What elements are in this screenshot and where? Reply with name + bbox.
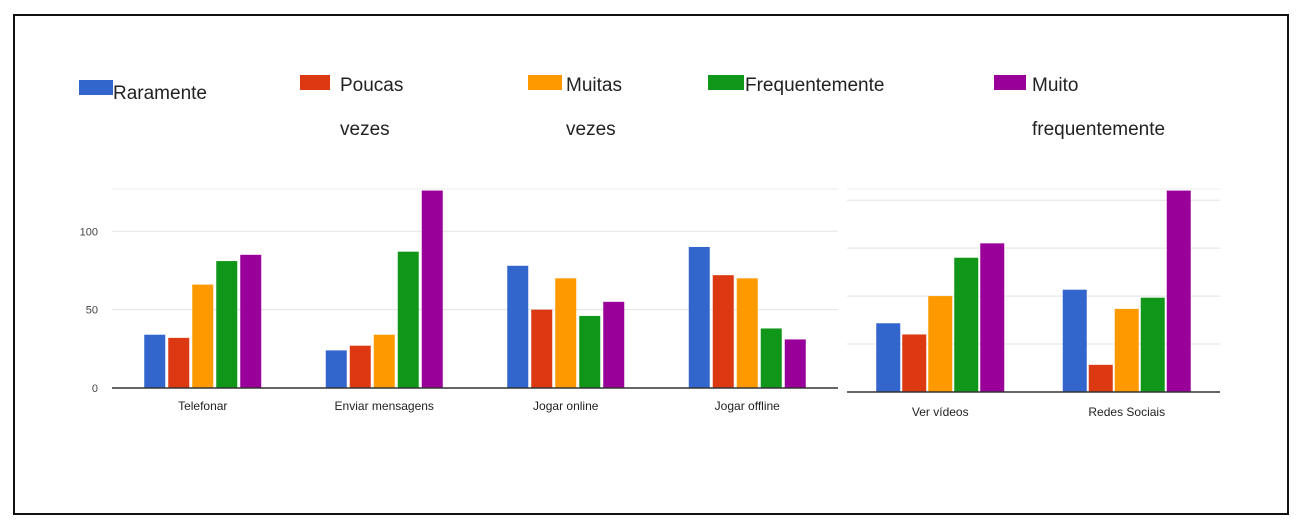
bar (688, 246, 710, 388)
bar (1114, 308, 1139, 392)
legend-swatch-icon (528, 75, 562, 90)
bar (240, 254, 262, 388)
bar (1088, 364, 1113, 392)
bar (192, 284, 214, 388)
x-tick-label: Jogar online (533, 399, 599, 413)
bar (603, 301, 625, 388)
bar (421, 190, 443, 388)
bar (1166, 190, 1191, 392)
bar (1140, 297, 1165, 392)
bar (531, 309, 553, 388)
bar (902, 334, 927, 392)
y-tick-label: 100 (80, 226, 98, 238)
bar (712, 275, 734, 388)
legend-label: Frequentemente (745, 75, 885, 96)
bar (325, 350, 347, 388)
bar (954, 257, 979, 392)
bar (1062, 289, 1087, 392)
bar (876, 323, 901, 392)
x-tick-label: Telefonar (178, 399, 227, 413)
legend-swatch-icon (994, 75, 1026, 90)
bar (168, 337, 190, 388)
legend-label: Raramente (113, 83, 207, 104)
x-tick-label: Redes Sociais (1088, 405, 1165, 419)
bar (507, 265, 529, 388)
bar (555, 278, 577, 388)
bar (579, 315, 601, 388)
legend-swatch-icon (708, 75, 744, 90)
bar (216, 261, 238, 388)
bar (144, 334, 166, 388)
x-tick-label: Ver vídeos (912, 405, 969, 419)
bar (373, 334, 395, 388)
legend-label: Poucas vezes (340, 75, 404, 140)
bar (980, 243, 1005, 392)
y-tick-label: 0 (92, 383, 98, 395)
x-tick-label: Jogar offline (715, 399, 780, 413)
bar (928, 296, 953, 392)
y-tick-label: 50 (86, 305, 98, 317)
legend-label: Muitas vezes (566, 75, 622, 140)
legend-label: Muito frequentemente (1032, 75, 1166, 140)
legend-swatch-icon (300, 75, 330, 90)
bar (760, 328, 782, 388)
bar (736, 278, 758, 388)
legend-swatch-icon (79, 80, 113, 95)
x-tick-label: Enviar mensagens (335, 399, 434, 413)
bar (397, 251, 419, 388)
bar (349, 345, 371, 388)
bar (784, 339, 806, 388)
